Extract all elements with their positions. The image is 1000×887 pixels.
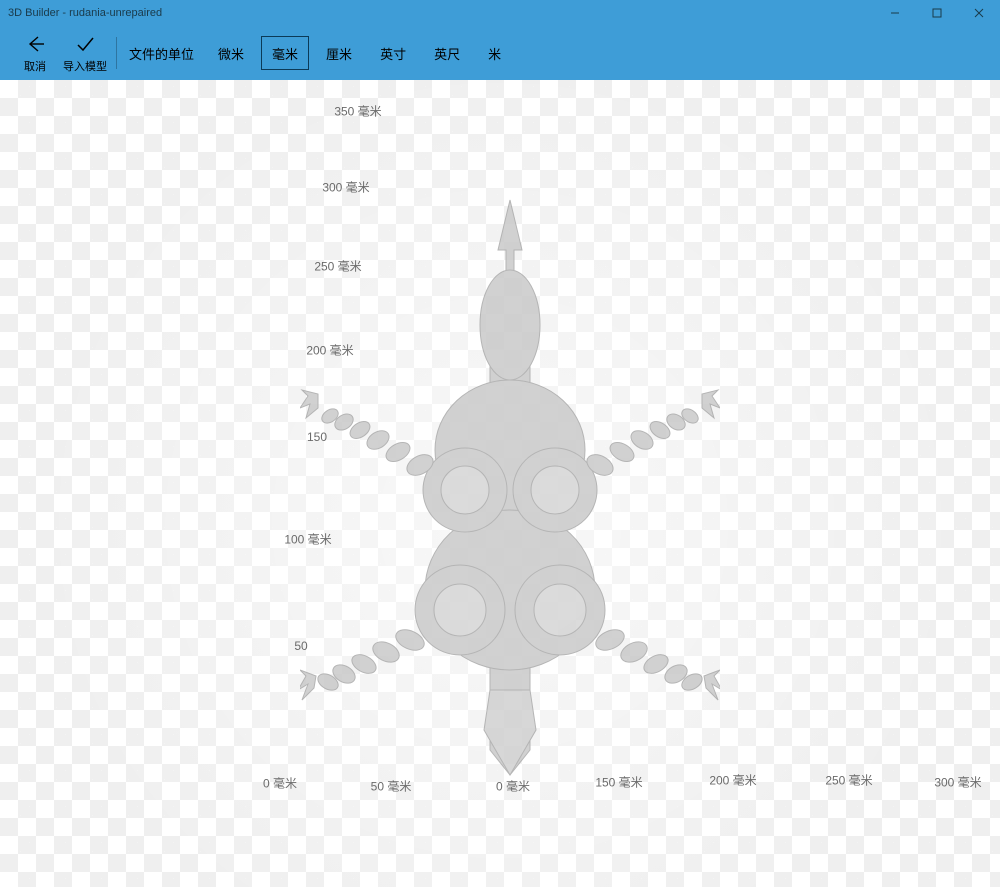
titlebar: 3D Builder - rudania-unrepaired: [0, 0, 1000, 26]
unit-micrometer-button[interactable]: 微米: [207, 36, 255, 70]
maximize-icon: [932, 8, 942, 18]
axis-h-3: 150 毫米: [595, 774, 642, 791]
back-arrow-icon: [24, 32, 46, 56]
unit-micrometer-label: 微米: [218, 44, 244, 63]
toolbar-divider: [116, 37, 117, 69]
maximize-button[interactable]: [916, 0, 958, 26]
axis-h-0: 0 毫米: [263, 775, 297, 792]
window-title: 3D Builder - rudania-unrepaired: [8, 7, 162, 19]
checkmark-icon: [74, 32, 96, 56]
axis-h-1: 50 毫米: [371, 778, 412, 795]
close-button[interactable]: [958, 0, 1000, 26]
cancel-button[interactable]: 取消: [10, 29, 60, 77]
unit-inch-label: 英寸: [380, 44, 406, 63]
axis-h-4: 200 毫米: [709, 772, 756, 789]
axis-v-2: 250 毫米: [314, 258, 361, 275]
axis-h-6: 300 毫米: [934, 774, 981, 791]
unit-inch-button[interactable]: 英寸: [369, 36, 417, 70]
build-plate-checker: [0, 80, 1000, 887]
window-controls: [874, 0, 1000, 26]
axis-v-6: 50: [294, 639, 307, 653]
cancel-label: 取消: [24, 58, 46, 74]
axis-v-4: 150: [307, 430, 327, 444]
import-model-button[interactable]: 导入模型: [60, 29, 110, 77]
axis-h-5: 250 毫米: [825, 772, 872, 789]
close-icon: [974, 8, 984, 18]
unit-millimeter-button[interactable]: 毫米: [261, 36, 309, 70]
minimize-button[interactable]: [874, 0, 916, 26]
unit-foot-button[interactable]: 英尺: [423, 36, 471, 70]
unit-section-label: 文件的单位: [129, 44, 194, 63]
unit-millimeter-label: 毫米: [272, 44, 298, 63]
unit-centimeter-label: 厘米: [326, 44, 352, 63]
axis-v-3: 200 毫米: [306, 342, 353, 359]
unit-meter-button[interactable]: 米: [477, 36, 512, 70]
toolbar: 取消 导入模型 文件的单位 微米 毫米 厘米 英寸 英尺 米: [0, 26, 1000, 80]
viewport-3d[interactable]: 350 毫米 300 毫米 250 毫米 200 毫米 150 100 毫米 5…: [0, 80, 1000, 887]
axis-v-0: 350 毫米: [334, 103, 381, 120]
axis-h-2: 0 毫米: [496, 778, 530, 795]
unit-meter-label: 米: [488, 44, 501, 63]
unit-centimeter-button[interactable]: 厘米: [315, 36, 363, 70]
unit-foot-label: 英尺: [434, 44, 460, 63]
axis-v-1: 300 毫米: [322, 179, 369, 196]
minimize-icon: [890, 8, 900, 18]
axis-v-5: 100 毫米: [284, 531, 331, 548]
import-model-label: 导入模型: [63, 58, 107, 74]
